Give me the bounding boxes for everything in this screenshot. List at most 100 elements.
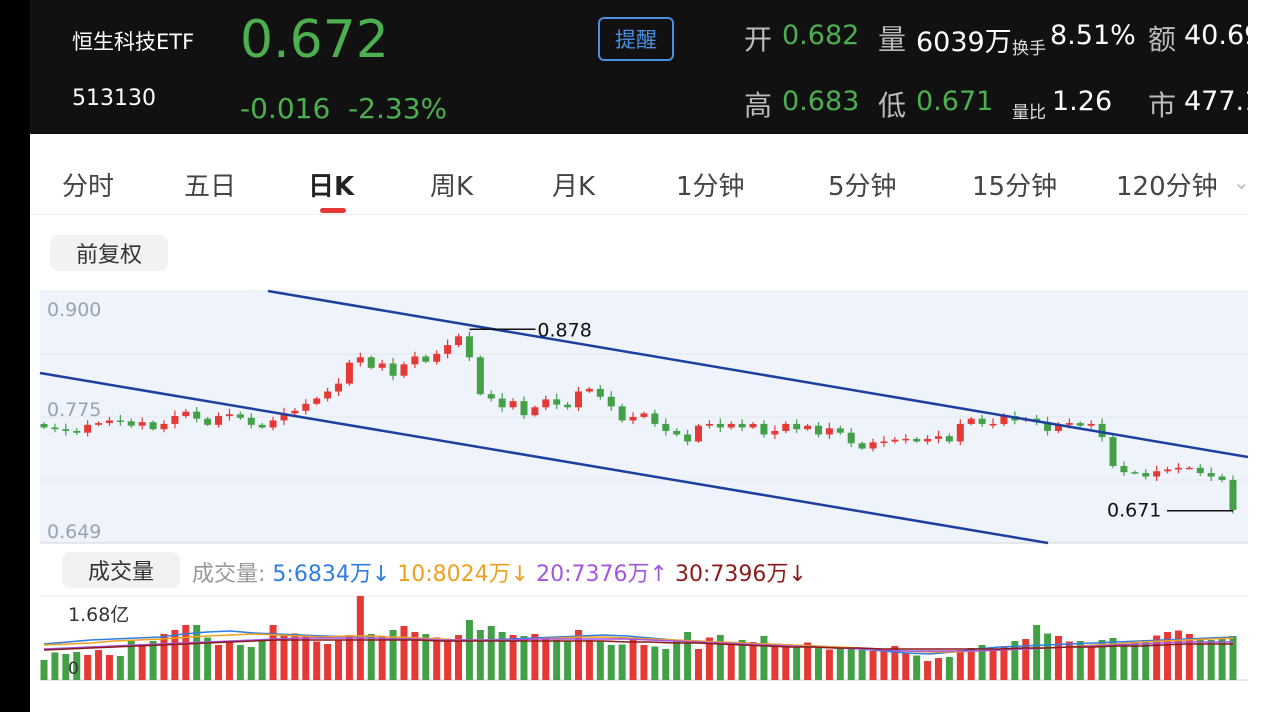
candle (1131, 472, 1139, 474)
vol-ratio-label: 量比 (1012, 103, 1046, 123)
candle (367, 357, 375, 368)
candle (934, 436, 942, 439)
kline-chart: 0.900 0.775 0.649 0.878 0.671 (39, 289, 1248, 545)
ma20-value: 20:7376万 (536, 562, 650, 587)
turnover-label: 换手 (1012, 39, 1046, 59)
tab-weekly-k[interactable]: 周K (430, 172, 474, 202)
candle (716, 423, 724, 428)
vol-ratio-value: 1.26 (1052, 86, 1113, 117)
low-value: 0.671 (916, 86, 994, 117)
tab-five-day[interactable]: 五日 (184, 172, 237, 202)
candle (1218, 476, 1226, 481)
candle (62, 429, 70, 431)
candle (531, 407, 539, 416)
ma10-arrow: ↓ (510, 562, 530, 587)
candle (629, 416, 637, 421)
candle (607, 396, 615, 407)
volume-legend-title: 成交量 (192, 562, 259, 587)
candle (476, 357, 484, 395)
volume-ma-legend: 成交量: 5:6834万↓ 10:8024万↓ 20:7376万↑ 30:739… (192, 562, 807, 587)
tab-1min[interactable]: 1分钟 (676, 172, 745, 202)
alert-button[interactable]: 提醒 (598, 17, 674, 61)
channel-lower-line (39, 371, 1049, 545)
candle (324, 391, 332, 399)
chart-panel: 分时 五日 日K 周K 月K 1分钟 5分钟 15分钟 120分钟 ⌄ 前复权 … (30, 134, 1248, 712)
candle (825, 428, 833, 435)
amount-label: 额 (1148, 23, 1177, 56)
ma5-arrow: ↓ (371, 562, 391, 587)
tab-15min[interactable]: 15分钟 (972, 172, 1058, 202)
chevron-down-icon[interactable]: ⌄ (1233, 170, 1248, 194)
amount-value: 40.69 (1184, 20, 1248, 51)
candle (84, 424, 92, 433)
candle (1076, 423, 1084, 426)
candle (618, 406, 626, 421)
candle (662, 423, 670, 431)
quote-header: 恒生科技ETF 513130 0.672 -0.016 -2.33% 提醒 开 … (30, 0, 1248, 134)
y-tick-label: 0.649 (47, 521, 101, 543)
volume-value: 6039万 (916, 27, 1012, 58)
change-percent: -2.33% (348, 92, 448, 125)
candle (127, 421, 135, 426)
candle (225, 414, 233, 417)
period-tab-bar: 分时 五日 日K 周K 月K 1分钟 5分钟 15分钟 120分钟 ⌄ (30, 148, 1248, 215)
candle (40, 423, 48, 428)
candle (433, 353, 441, 362)
adjust-toggle[interactable]: 前复权 (50, 235, 168, 271)
volume-toggle[interactable]: 成交量 (62, 552, 180, 588)
candle (269, 420, 277, 428)
candle (673, 430, 681, 435)
open-label: 开 (744, 23, 773, 56)
max-price-label: 0.878 (537, 319, 591, 341)
candle (804, 425, 812, 430)
y-tick-label: 0.900 (47, 299, 101, 321)
candle (1196, 467, 1204, 474)
high-label: 高 (744, 89, 773, 122)
candle (1174, 467, 1182, 470)
candle (160, 423, 168, 430)
candle (542, 399, 550, 408)
channel-upper-line (267, 289, 1248, 459)
candle (302, 403, 310, 411)
tab-timeshare[interactable]: 分时 (62, 172, 115, 202)
candle (378, 363, 386, 368)
candle (891, 439, 899, 442)
candle (793, 423, 801, 430)
candle (727, 423, 735, 428)
tab-120min[interactable]: 120分钟 (1116, 172, 1218, 202)
candle (902, 438, 910, 441)
candle (564, 404, 572, 408)
candle (422, 356, 430, 362)
candle (1207, 473, 1215, 477)
tab-monthly-k[interactable]: 月K (552, 172, 596, 202)
candle (313, 398, 321, 404)
candle (640, 413, 648, 417)
candle (1087, 423, 1095, 426)
mktcap-label: 市 (1148, 89, 1177, 122)
candle (520, 401, 528, 416)
candle (705, 423, 713, 426)
tab-daily-k[interactable]: 日K (308, 172, 355, 202)
candle (553, 399, 561, 405)
candle (575, 391, 583, 408)
candle (171, 416, 179, 424)
y-tick-label: 0.775 (47, 399, 101, 421)
candle (585, 388, 593, 392)
candle (1000, 416, 1008, 424)
candle (651, 413, 659, 424)
high-value: 0.683 (782, 86, 860, 117)
candle (967, 418, 975, 424)
candle (105, 420, 113, 424)
change-amount: -0.016 (240, 92, 331, 125)
candle (400, 364, 408, 376)
candle (182, 411, 190, 417)
candle (880, 441, 888, 443)
candle (1054, 424, 1062, 431)
candle (258, 424, 266, 428)
candle (193, 411, 201, 419)
tab-5min[interactable]: 5分钟 (828, 172, 897, 202)
price-change: -0.016 -2.33% (240, 92, 447, 125)
candle (760, 423, 768, 435)
candle (771, 430, 779, 435)
candle (138, 422, 146, 426)
